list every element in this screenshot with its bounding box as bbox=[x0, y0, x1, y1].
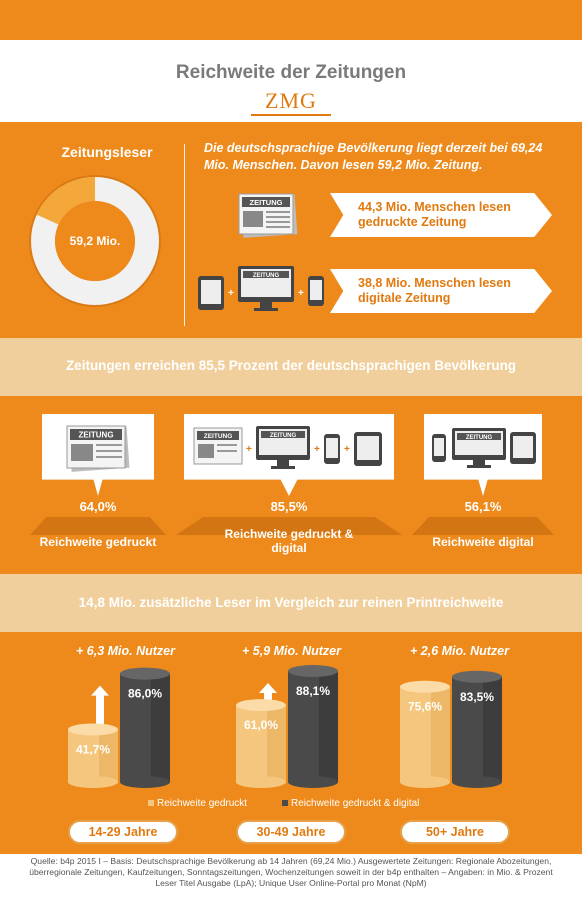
bar-shade-1-1 bbox=[319, 670, 338, 782]
age-bar-chart: 41,7% 86,0% 61,0% 88,1% 75,6% 83,5% bbox=[68, 664, 502, 788]
reach-pct-print: 64,0% bbox=[79, 499, 117, 514]
bar-bottom-0-2 bbox=[400, 776, 450, 788]
print-readers-arrow: 44,3 Mio. Menschen lesen gedruckte Zeitu… bbox=[330, 193, 552, 237]
reach-headline: Zeitungen erreichen 85,5 Prozent der deu… bbox=[65, 358, 517, 373]
legend-both: Reichweite gedruckt & digital bbox=[282, 798, 419, 809]
svg-text:ZEITUNG: ZEITUNG bbox=[78, 431, 113, 440]
bar-bottom-0-1 bbox=[236, 776, 286, 788]
svg-text:ZEITUNG: ZEITUNG bbox=[253, 273, 280, 279]
svg-text:+: + bbox=[298, 288, 304, 299]
donut-nonreaders-arc bbox=[36, 177, 96, 226]
legend-label-both: Reichweite gedruckt & digital bbox=[291, 798, 420, 809]
bar-bottom-0-0 bbox=[68, 776, 118, 788]
reach-base-digital bbox=[412, 517, 554, 535]
bar-shade-0-0 bbox=[99, 729, 118, 782]
chart-annotation-2: + 2,6 Mio. Nutzer bbox=[410, 644, 509, 658]
top-strip bbox=[0, 0, 582, 40]
bar-label-1-1: 88,1% bbox=[296, 684, 330, 698]
reach-card-print: ZEITUNG bbox=[42, 414, 154, 496]
reach-label-digital: Reichweite digital bbox=[432, 535, 534, 549]
logo-text: ZMG bbox=[251, 88, 331, 116]
header: Reichweite der Zeitungen ZMG bbox=[0, 40, 582, 122]
svg-text:ZEITUNG: ZEITUNG bbox=[250, 198, 283, 207]
bar-shade-1-2 bbox=[483, 676, 502, 782]
chart-annotation-0: + 6,3 Mio. Nutzer bbox=[76, 644, 175, 658]
svg-text:ZEITUNG: ZEITUNG bbox=[204, 433, 233, 440]
newspaper-icon: ZEITUNG bbox=[66, 425, 130, 472]
bar-bottom-1-2 bbox=[452, 776, 502, 788]
digital-readers-arrow: 38,8 Mio. Menschen lesen digitale Zeitun… bbox=[330, 269, 552, 313]
zmg-logo: ZMG bbox=[0, 88, 582, 116]
print-and-digital-icon: ZEITUNG + ZEITUNG + + bbox=[193, 426, 382, 469]
bar-top-0-1 bbox=[236, 699, 286, 712]
difference-arrow-1 bbox=[259, 682, 277, 704]
reach-label-both: Reichweite gedruckt & digital bbox=[224, 527, 354, 555]
reach-base-print bbox=[30, 517, 166, 535]
reach-label-print: Reichweite gedruckt bbox=[39, 535, 157, 549]
svg-text:+: + bbox=[228, 288, 234, 299]
reach-pct-digital: 56,1% bbox=[464, 499, 502, 514]
legend-swatch-both bbox=[282, 800, 288, 807]
age-group-1: 30-49 Jahre bbox=[236, 820, 346, 844]
source-note: Quelle: b4p 2015 I – Basis: Deutschsprac… bbox=[29, 856, 553, 888]
age-group-0: 14-29 Jahre bbox=[68, 820, 178, 844]
bar-label-0-2: 75,6% bbox=[408, 700, 442, 714]
bar-label-0-0: 41,7% bbox=[76, 742, 110, 756]
reach-card-digital: ZEITUNG bbox=[424, 414, 542, 496]
legend-label-print: Reichweite gedruckt bbox=[157, 798, 248, 809]
bar-top-1-2 bbox=[452, 670, 502, 683]
donut-label: 59,2 Mio. bbox=[70, 234, 121, 248]
reach-card-both: ZEITUNG + ZEITUNG + + bbox=[184, 414, 394, 496]
age-chart-section: + 6,3 Mio. Nutzer + 5,9 Mio. Nutzer + 2,… bbox=[0, 632, 582, 854]
page-title: Reichweite der Zeitungen bbox=[175, 62, 407, 83]
vertical-divider bbox=[184, 144, 185, 326]
bar-shade-1-0 bbox=[151, 673, 170, 782]
svg-text:+: + bbox=[314, 444, 320, 455]
population-text: Die deutschsprachige Bevölkerung liegt d… bbox=[204, 141, 543, 172]
svg-text:ZEITUNG: ZEITUNG bbox=[270, 433, 297, 439]
readers-section: Zeitungsleser 59,2 Mio. Die deutschsprac… bbox=[0, 122, 582, 338]
svg-text:+: + bbox=[246, 444, 252, 455]
print-readers-label: 44,3 Mio. Menschen lesen gedruckte Zeitu… bbox=[358, 200, 511, 229]
legend-swatch-print bbox=[148, 800, 154, 807]
bar-top-1-0 bbox=[120, 667, 170, 680]
extra-headline-band: 14,8 Mio. zusätzliche Leser im Vergleich… bbox=[0, 574, 582, 632]
reach-base-both bbox=[176, 517, 402, 535]
chart-annotation-1: + 5,9 Mio. Nutzer bbox=[242, 644, 341, 658]
reach-section: ZEITUNG ZEITUNG + ZEITUNG + + ZEITUNG bbox=[0, 396, 582, 574]
legend-print: Reichweite gedruckt bbox=[148, 798, 247, 809]
bar-bottom-1-1 bbox=[288, 776, 338, 788]
bar-label-0-1: 61,0% bbox=[244, 718, 278, 732]
bar-top-0-0 bbox=[68, 723, 118, 736]
readers-title: Zeitungsleser bbox=[61, 144, 153, 160]
digital-readers-label: 38,8 Mio. Menschen lesen digitale Zeitun… bbox=[358, 276, 511, 305]
svg-text:+: + bbox=[344, 444, 350, 455]
bar-label-1-0: 86,0% bbox=[128, 687, 162, 701]
digital-devices-icon: + ZEITUNG + bbox=[198, 266, 324, 311]
newspaper-icon: ZEITUNG bbox=[238, 193, 298, 238]
bar-shade-0-2 bbox=[431, 686, 450, 782]
age-group-2: 50+ Jahre bbox=[400, 820, 510, 844]
bar-shade-0-1 bbox=[267, 705, 286, 782]
bar-bottom-1-0 bbox=[120, 776, 170, 788]
svg-text:ZEITUNG: ZEITUNG bbox=[466, 435, 493, 441]
difference-arrow-0 bbox=[91, 685, 109, 728]
digital-devices-icon: ZEITUNG bbox=[432, 428, 536, 468]
reach-headline-band: Zeitungen erreichen 85,5 Prozent der deu… bbox=[0, 338, 582, 396]
bar-label-1-2: 83,5% bbox=[460, 690, 494, 704]
extra-headline: 14,8 Mio. zusätzliche Leser im Vergleich… bbox=[78, 595, 504, 610]
readers-donut: 59,2 Mio. bbox=[29, 175, 161, 307]
bar-top-1-1 bbox=[288, 664, 338, 677]
bar-top-0-2 bbox=[400, 680, 450, 693]
reach-pct-both: 85,5% bbox=[270, 499, 308, 514]
